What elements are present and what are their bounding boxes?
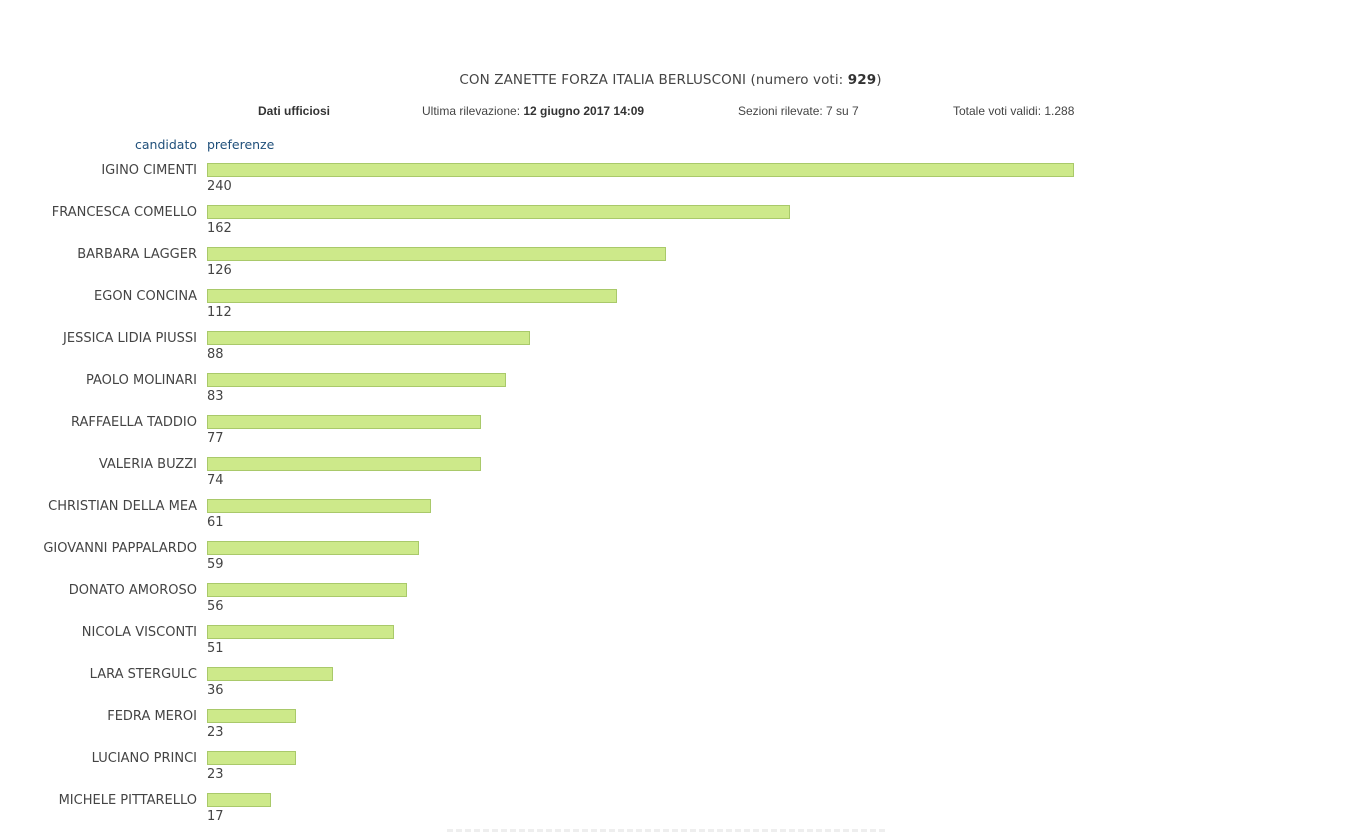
bar [207,625,394,639]
bar [207,331,530,345]
candidate-name: GIOVANNI PAPPALARDO [43,541,197,556]
last-update-label: Ultima rilevazione: [422,104,524,118]
bar [207,457,481,471]
candidate-name: BARBARA LAGGER [77,247,197,262]
total-valid-votes: Totale voti validi: 1.288 [953,104,1075,118]
chart-row: FEDRA MEROI 23 [0,708,1353,750]
chart-row: LUCIANO PRINCI 23 [0,750,1353,792]
column-header-preferences: preferenze [207,137,275,152]
candidate-name: FRANCESCA COMELLO [51,205,197,220]
last-update: Ultima rilevazione: 12 giugno 2017 14:09 [422,104,644,118]
value-label: 77 [207,431,224,446]
bar [207,373,506,387]
bar [207,163,1074,177]
bar [207,583,407,597]
candidate-name: NICOLA VISCONTI [81,625,197,640]
chart-row: DONATO AMOROSO 56 [0,582,1353,624]
value-label: 240 [207,179,232,194]
chart-row: JESSICA LIDIA PIUSSI 88 [0,330,1353,372]
value-label: 36 [207,683,224,698]
value-label: 162 [207,221,232,236]
value-label: 23 [207,725,224,740]
candidate-name: PAOLO MOLINARI [85,373,197,388]
candidate-name: LARA STERGULC [89,667,197,682]
chart-row: VALERIA BUZZI 74 [0,456,1353,498]
candidate-name: CHRISTIAN DELLA MEA [48,499,197,514]
candidate-name: VALERIA BUZZI [98,457,197,472]
value-label: 51 [207,641,224,656]
chart-title: CON ZANETTE FORZA ITALIA BERLUSCONI (num… [0,72,1341,88]
bar [207,541,419,555]
value-label: 23 [207,767,224,782]
chart-row: NICOLA VISCONTI 51 [0,624,1353,666]
candidate-name: MICHELE PITTARELLO [58,793,197,808]
chart-row: PAOLO MOLINARI 83 [0,372,1353,414]
bar [207,247,666,261]
footer-divider [447,829,887,832]
sections-reported: Sezioni rilevate: 7 su 7 [738,104,859,118]
bar [207,751,296,765]
chart-row: LARA STERGULC 36 [0,666,1353,708]
candidate-name: DONATO AMOROSO [68,583,197,598]
value-label: 74 [207,473,224,488]
chart-row: RAFFAELLA TADDIO 77 [0,414,1353,456]
value-label: 61 [207,515,224,530]
value-label: 112 [207,305,232,320]
value-label: 59 [207,557,224,572]
bar [207,205,790,219]
candidate-name: IGINO CIMENTI [101,163,197,178]
chart-row: MICHELE PITTARELLO 17 [0,792,1353,834]
chart-row: GIOVANNI PAPPALARDO 59 [0,540,1353,582]
bar [207,793,271,807]
chart-row: IGINO CIMENTI 240 [0,162,1353,204]
candidate-name: JESSICA LIDIA PIUSSI [63,331,197,346]
bar [207,667,333,681]
candidate-name: EGON CONCINA [94,289,197,304]
bar [207,289,617,303]
value-label: 83 [207,389,224,404]
data-status: Dati ufficiosi [258,104,330,118]
data-status-text: Dati ufficiosi [258,104,331,118]
bar [207,499,431,513]
bar [207,415,481,429]
bar [207,709,296,723]
column-header-candidate: candidato [135,137,198,152]
chart-row: BARBARA LAGGER 126 [0,246,1353,288]
votes-value: 929 [847,72,877,88]
last-update-value: 12 giugno 2017 14:09 [523,104,645,118]
chart-row: EGON CONCINA 112 [0,288,1353,330]
value-label: 126 [207,263,232,278]
candidate-name: RAFFAELLA TADDIO [71,415,197,430]
value-label: 88 [207,347,224,362]
bar-chart: IGINO CIMENTI 240 FRANCESCA COMELLO 162 BARB… [0,162,1353,834]
value-label: 17 [207,809,224,824]
votes-prefix: (numero voti: [750,72,848,88]
list-name: CON ZANETTE FORZA ITALIA BERLUSCONI [459,72,747,88]
chart-row: FRANCESCA COMELLO 162 [0,204,1353,246]
votes-suffix: ) [876,72,882,88]
candidate-name: FEDRA MEROI [107,709,197,724]
candidate-name: LUCIANO PRINCI [91,751,197,766]
chart-row: CHRISTIAN DELLA MEA 61 [0,498,1353,540]
value-label: 56 [207,599,224,614]
